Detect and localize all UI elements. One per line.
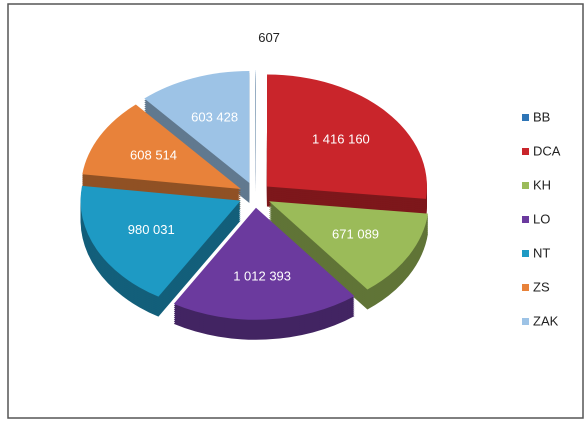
- data-label: 671 089: [332, 227, 379, 242]
- data-label: 603 428: [191, 109, 238, 124]
- data-label: 1 012 393: [233, 269, 291, 284]
- legend-swatch: [522, 284, 529, 291]
- legend-label: ZAK: [533, 313, 559, 328]
- data-label: 980 031: [128, 222, 175, 237]
- legend-swatch: [522, 114, 529, 121]
- legend-label: KH: [533, 177, 551, 192]
- legend-label: ZS: [533, 279, 550, 294]
- data-label: 1 416 160: [312, 132, 370, 147]
- data-label: 608 514: [130, 148, 177, 163]
- legend-swatch: [522, 216, 529, 223]
- legend-swatch: [522, 318, 529, 325]
- legend-label: DCA: [533, 143, 561, 158]
- legend-swatch: [522, 148, 529, 155]
- legend-label: NT: [533, 245, 550, 260]
- legend-label: BB: [533, 109, 550, 124]
- legend-swatch: [522, 182, 529, 189]
- data-label: 607: [258, 30, 280, 45]
- legend-swatch: [522, 250, 529, 257]
- legend-label: LO: [533, 211, 550, 226]
